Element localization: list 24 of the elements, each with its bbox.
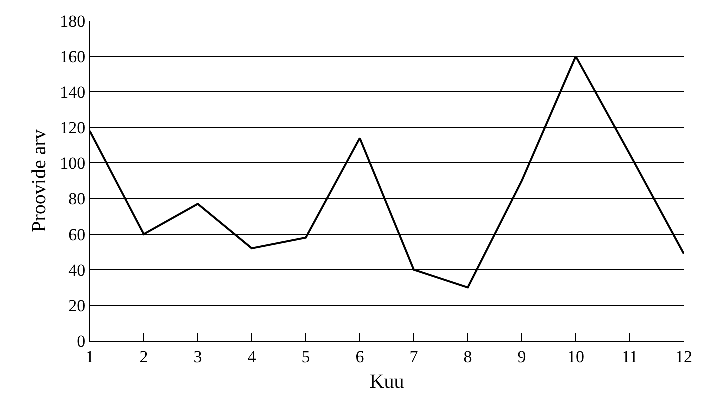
y-tick-label: 160 [60,48,86,67]
y-tick-label: 120 [60,118,86,138]
x-tick-label: 2 [140,347,148,366]
x-tick-label: 7 [410,347,419,366]
x-tick-label: 11 [622,347,638,366]
x-tick-label: 10 [568,347,584,366]
x-axis-title: Kuu [370,370,404,393]
y-tick-label: 140 [60,83,86,102]
x-tick-label: 8 [464,347,472,366]
x-tick-label: 6 [356,347,364,366]
y-tick-label: 40 [68,260,86,280]
y-tick-label: 60 [68,225,86,244]
x-tick-label: 5 [302,347,310,366]
x-tick-label: 9 [518,347,526,366]
y-tick-label: 100 [60,154,86,174]
y-axis-title: Proovide arv [28,130,51,232]
y-tick-label: 0 [77,332,86,351]
y-tick-label: 80 [68,190,86,209]
x-tick-label: 12 [676,347,692,366]
y-tick-label: 20 [68,296,86,316]
x-tick-label: 4 [248,347,257,366]
y-tick-label: 180 [60,12,86,31]
x-tick-label: 3 [194,347,202,366]
x-tick-label: 1 [86,347,94,366]
